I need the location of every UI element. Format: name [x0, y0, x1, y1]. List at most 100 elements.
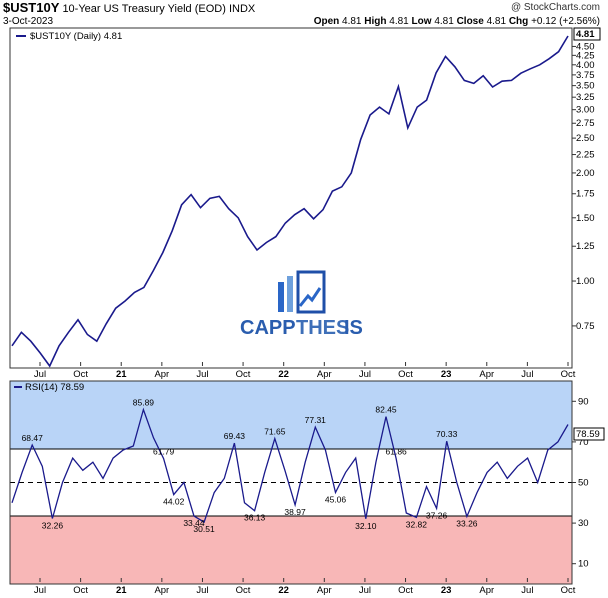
logo-text-capp: CAPP	[240, 317, 296, 339]
rsi-data-label: 69.43	[224, 431, 246, 441]
x-tick-label: 21	[116, 369, 127, 380]
rsi-data-label: 70.33	[436, 429, 458, 439]
logo-bar-1	[278, 282, 284, 312]
price-y-tick-label: 3.00	[576, 105, 595, 116]
rsi-last-label: 78.59	[576, 429, 600, 440]
chart-title: $UST10Y 10-Year US Treasury Yield (EOD) …	[3, 0, 256, 15]
price-y-tick-label: 4.25	[576, 50, 595, 61]
rsi-data-label: 36.13	[244, 513, 266, 523]
price-y-tick-label: 4.00	[576, 60, 595, 71]
rsi-y-tick-label: 50	[578, 478, 589, 489]
x-tick-label: Oct	[236, 585, 251, 596]
close-value: 4.81	[486, 16, 507, 27]
rsi-legend: RSI(14) 78.59	[14, 382, 84, 393]
price-last-box	[573, 27, 601, 41]
x-tick-label: Jul	[196, 369, 208, 380]
price-last-label: 4.81	[576, 29, 595, 40]
price-y-tick-label: 2.75	[576, 118, 595, 129]
rsi-data-label: 32.10	[355, 521, 377, 531]
rsi-x-axis: Jul Oct 21 Apr Jul Oct 22 Apr Jul Oct 23 Apr Jul Oct	[34, 578, 576, 596]
credit[interactable]: @ StockCharts.com	[510, 2, 600, 13]
exchange: INDX	[228, 3, 256, 15]
x-tick-label: Oct	[73, 585, 88, 596]
price-y-tick-label: 4.50	[576, 41, 595, 52]
x-tick-label: Oct	[561, 585, 576, 596]
rsi-series-line	[11, 407, 569, 524]
rsi-data-label: 37.26	[426, 510, 448, 520]
price-y-tick-label: 3.25	[576, 92, 595, 103]
rsi-y-tick-label: 70	[578, 437, 589, 448]
chg-value: +0.12 (+2.56%)	[531, 16, 600, 27]
price-last-marker: 4.81	[573, 27, 601, 41]
x-tick-label: Apr	[479, 585, 494, 596]
rsi-data-label: 44.02	[163, 497, 185, 507]
ohlc-readout: Open 4.81 High 4.81 Low 4.81 Close 4.81 …	[314, 16, 600, 27]
high-label: High	[364, 16, 387, 27]
rsi-legend-label: RSI(14) 78.59	[25, 382, 84, 393]
price-y-tick-label: 0.75	[576, 321, 595, 332]
price-legend-label: $UST10Y (Daily) 4.81	[30, 31, 122, 42]
rsi-y-tick-label: 10	[578, 559, 589, 570]
rsi-overbought-zone	[10, 381, 572, 449]
rsi-data-label: 71.65	[264, 427, 286, 437]
x-tick-label: Jul	[359, 369, 371, 380]
rsi-last-box	[573, 427, 605, 441]
price-y-tick-label: 1.00	[576, 276, 595, 287]
x-tick-label: 22	[278, 585, 289, 596]
price-series-line	[11, 35, 569, 368]
capp-thesis-logo: CAPP THES IS	[240, 270, 363, 339]
price-x-axis: Jul Oct 21 Apr Jul Oct 22 Apr Jul Oct 23 Apr Jul Oct	[34, 362, 576, 380]
x-tick-label: 23	[441, 369, 452, 380]
x-tick-label: Jul	[359, 585, 371, 596]
rsi-y-tick-label: 90	[578, 396, 589, 407]
logo-arrow	[298, 287, 322, 307]
rsi-data-label: 38.97	[284, 507, 306, 517]
logo-bar-2	[287, 276, 293, 312]
price-y-tick-label: 2.50	[576, 133, 595, 144]
rsi-data-label: 45.06	[325, 495, 347, 505]
logo-text-is: IS	[344, 317, 363, 339]
x-tick-label: 22	[278, 369, 289, 380]
x-tick-label: Oct	[398, 585, 413, 596]
price-y-tick-label: 1.75	[576, 189, 595, 200]
logo-frame	[296, 270, 326, 314]
x-tick-label: Oct	[236, 369, 251, 380]
rsi-data-label: 32.26	[42, 521, 64, 531]
chart-date: 3-Oct-2023	[3, 16, 54, 27]
rsi-data-label: 82.45	[375, 405, 397, 415]
open-label: Open	[313, 16, 340, 27]
rsi-data-label: 61.86	[386, 446, 408, 456]
rsi-last-marker: 78.59	[573, 427, 605, 441]
low-value: 4.81	[434, 16, 454, 27]
x-tick-label: Apr	[317, 369, 332, 380]
rsi-data-label: 85.89	[133, 398, 155, 408]
price-y-tick-label: 3.50	[576, 81, 595, 92]
x-tick-label: 23	[441, 585, 452, 596]
price-y-tick-label: 3.75	[576, 70, 595, 81]
open-value: 4.81	[342, 16, 362, 27]
x-tick-label: Oct	[398, 369, 413, 380]
price-y-axis: 0.75 1.00 1.25 1.50 1.75 2.00 2.25 2.50 2.75 3.00…	[572, 41, 595, 332]
symbol-name: 10-Year US Treasury Yield (EOD)	[62, 3, 226, 15]
rsi-data-label: 68.47	[22, 433, 44, 443]
x-tick-label: Jul	[34, 369, 46, 380]
x-tick-label: Oct	[561, 369, 576, 380]
x-tick-label: Apr	[154, 585, 169, 596]
symbol: $UST10Y	[3, 0, 60, 15]
x-tick-label: 21	[116, 585, 127, 596]
rsi-y-axis: 10 30 50 70 90	[572, 396, 589, 570]
x-tick-label: Oct	[73, 369, 88, 380]
high-value: 4.81	[389, 16, 409, 27]
rsi-data-label: 32.82	[406, 519, 428, 529]
rsi-y-tick-label: 30	[578, 518, 589, 529]
chg-label: Chg	[508, 16, 529, 27]
rsi-data-label: 30.51	[193, 524, 215, 534]
price-y-tick-label: 2.25	[576, 150, 595, 161]
x-tick-label: Jul	[196, 585, 208, 596]
rsi-data-label: 61.79	[153, 447, 175, 457]
price-y-tick-label: 1.50	[576, 213, 595, 224]
x-tick-label: Jul	[34, 585, 46, 596]
close-label: Close	[456, 16, 484, 27]
